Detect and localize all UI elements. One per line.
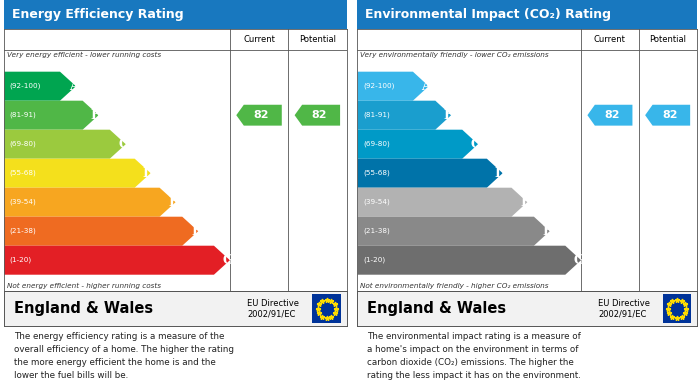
Text: Current: Current — [594, 35, 626, 44]
Polygon shape — [358, 217, 550, 246]
Text: 82: 82 — [662, 110, 678, 120]
Text: EU Directive
2002/91/EC: EU Directive 2002/91/EC — [598, 299, 650, 319]
Text: (92-100): (92-100) — [363, 83, 395, 90]
Text: Not energy efficient - higher running costs: Not energy efficient - higher running co… — [7, 283, 161, 289]
Text: A: A — [421, 80, 431, 93]
Polygon shape — [358, 72, 428, 101]
Text: E: E — [520, 196, 530, 209]
Polygon shape — [358, 130, 478, 159]
Text: D: D — [143, 167, 154, 180]
Text: C: C — [470, 138, 481, 151]
Polygon shape — [645, 105, 690, 126]
Text: (92-100): (92-100) — [10, 83, 41, 90]
Polygon shape — [4, 101, 99, 130]
Polygon shape — [295, 105, 340, 126]
Text: (55-68): (55-68) — [10, 170, 36, 176]
Text: (81-91): (81-91) — [363, 112, 390, 118]
Polygon shape — [237, 105, 282, 126]
Text: England & Wales: England & Wales — [14, 301, 153, 316]
Polygon shape — [358, 188, 527, 217]
Polygon shape — [358, 246, 581, 275]
Polygon shape — [4, 217, 198, 246]
Text: F: F — [191, 225, 200, 238]
Text: Not environmentally friendly - higher CO₂ emissions: Not environmentally friendly - higher CO… — [360, 283, 549, 289]
Text: G: G — [222, 254, 233, 267]
Text: EU Directive
2002/91/EC: EU Directive 2002/91/EC — [247, 299, 299, 319]
Text: England & Wales: England & Wales — [368, 301, 506, 316]
Text: (69-80): (69-80) — [363, 141, 390, 147]
Text: (69-80): (69-80) — [10, 141, 36, 147]
Text: G: G — [573, 254, 584, 267]
Text: The environmental impact rating is a measure of
a home's impact on the environme: The environmental impact rating is a mea… — [368, 332, 581, 380]
Text: Very energy efficient - lower running costs: Very energy efficient - lower running co… — [7, 52, 161, 58]
Polygon shape — [4, 130, 126, 159]
Text: F: F — [543, 225, 552, 238]
Polygon shape — [4, 246, 230, 275]
Text: E: E — [169, 196, 178, 209]
Polygon shape — [358, 159, 503, 188]
Text: 82: 82 — [604, 110, 620, 120]
Text: Energy Efficiency Rating: Energy Efficiency Rating — [12, 8, 183, 21]
Text: Potential: Potential — [299, 35, 336, 44]
Text: 82: 82 — [253, 110, 269, 120]
Text: Current: Current — [243, 35, 275, 44]
Text: (81-91): (81-91) — [10, 112, 36, 118]
Text: The energy efficiency rating is a measure of the
overall efficiency of a home. T: The energy efficiency rating is a measur… — [14, 332, 234, 380]
Text: D: D — [495, 167, 505, 180]
Text: B: B — [443, 109, 454, 122]
Text: B: B — [91, 109, 101, 122]
Polygon shape — [4, 188, 176, 217]
Polygon shape — [4, 159, 150, 188]
Text: (21-38): (21-38) — [363, 228, 390, 235]
Text: 82: 82 — [312, 110, 328, 120]
Text: (21-38): (21-38) — [10, 228, 36, 235]
Text: C: C — [118, 138, 128, 151]
Text: (1-20): (1-20) — [10, 257, 32, 264]
Text: (1-20): (1-20) — [363, 257, 385, 264]
Text: (55-68): (55-68) — [363, 170, 390, 176]
Polygon shape — [358, 101, 451, 130]
Text: Environmental Impact (CO₂) Rating: Environmental Impact (CO₂) Rating — [365, 8, 612, 21]
Polygon shape — [4, 72, 76, 101]
Polygon shape — [587, 105, 632, 126]
Text: Potential: Potential — [649, 35, 686, 44]
Text: A: A — [69, 80, 78, 93]
Text: Very environmentally friendly - lower CO₂ emissions: Very environmentally friendly - lower CO… — [360, 52, 549, 58]
Text: (39-54): (39-54) — [363, 199, 390, 205]
Text: (39-54): (39-54) — [10, 199, 36, 205]
